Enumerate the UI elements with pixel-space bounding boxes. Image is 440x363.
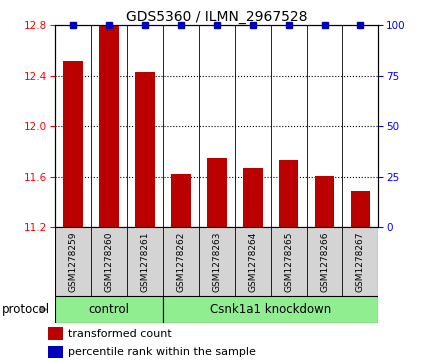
Bar — [315, 176, 334, 227]
Text: GSM1278264: GSM1278264 — [248, 231, 257, 291]
Text: GSM1278265: GSM1278265 — [284, 231, 293, 291]
Text: GSM1278261: GSM1278261 — [140, 231, 149, 291]
Text: Csnk1a1 knockdown: Csnk1a1 knockdown — [210, 303, 331, 316]
Bar — [171, 174, 191, 227]
Bar — [163, 296, 378, 323]
Bar — [351, 191, 370, 227]
Text: GSM1278263: GSM1278263 — [212, 231, 221, 291]
Bar — [48, 327, 63, 340]
Bar — [55, 296, 163, 323]
Text: protocol: protocol — [2, 303, 50, 316]
Bar — [279, 160, 298, 227]
Bar — [135, 72, 155, 227]
Text: GSM1278262: GSM1278262 — [176, 231, 185, 291]
Text: GSM1278260: GSM1278260 — [104, 231, 114, 291]
Bar — [207, 158, 227, 227]
Text: GSM1278267: GSM1278267 — [356, 231, 365, 291]
Text: GSM1278266: GSM1278266 — [320, 231, 329, 291]
Text: GSM1278259: GSM1278259 — [69, 231, 77, 291]
Text: transformed count: transformed count — [68, 329, 172, 339]
Bar — [99, 26, 119, 227]
Text: control: control — [88, 303, 129, 316]
Bar — [243, 168, 263, 227]
Bar — [63, 61, 83, 227]
Bar — [48, 346, 63, 358]
Title: GDS5360 / ILMN_2967528: GDS5360 / ILMN_2967528 — [126, 11, 308, 24]
Text: percentile rank within the sample: percentile rank within the sample — [68, 347, 256, 357]
